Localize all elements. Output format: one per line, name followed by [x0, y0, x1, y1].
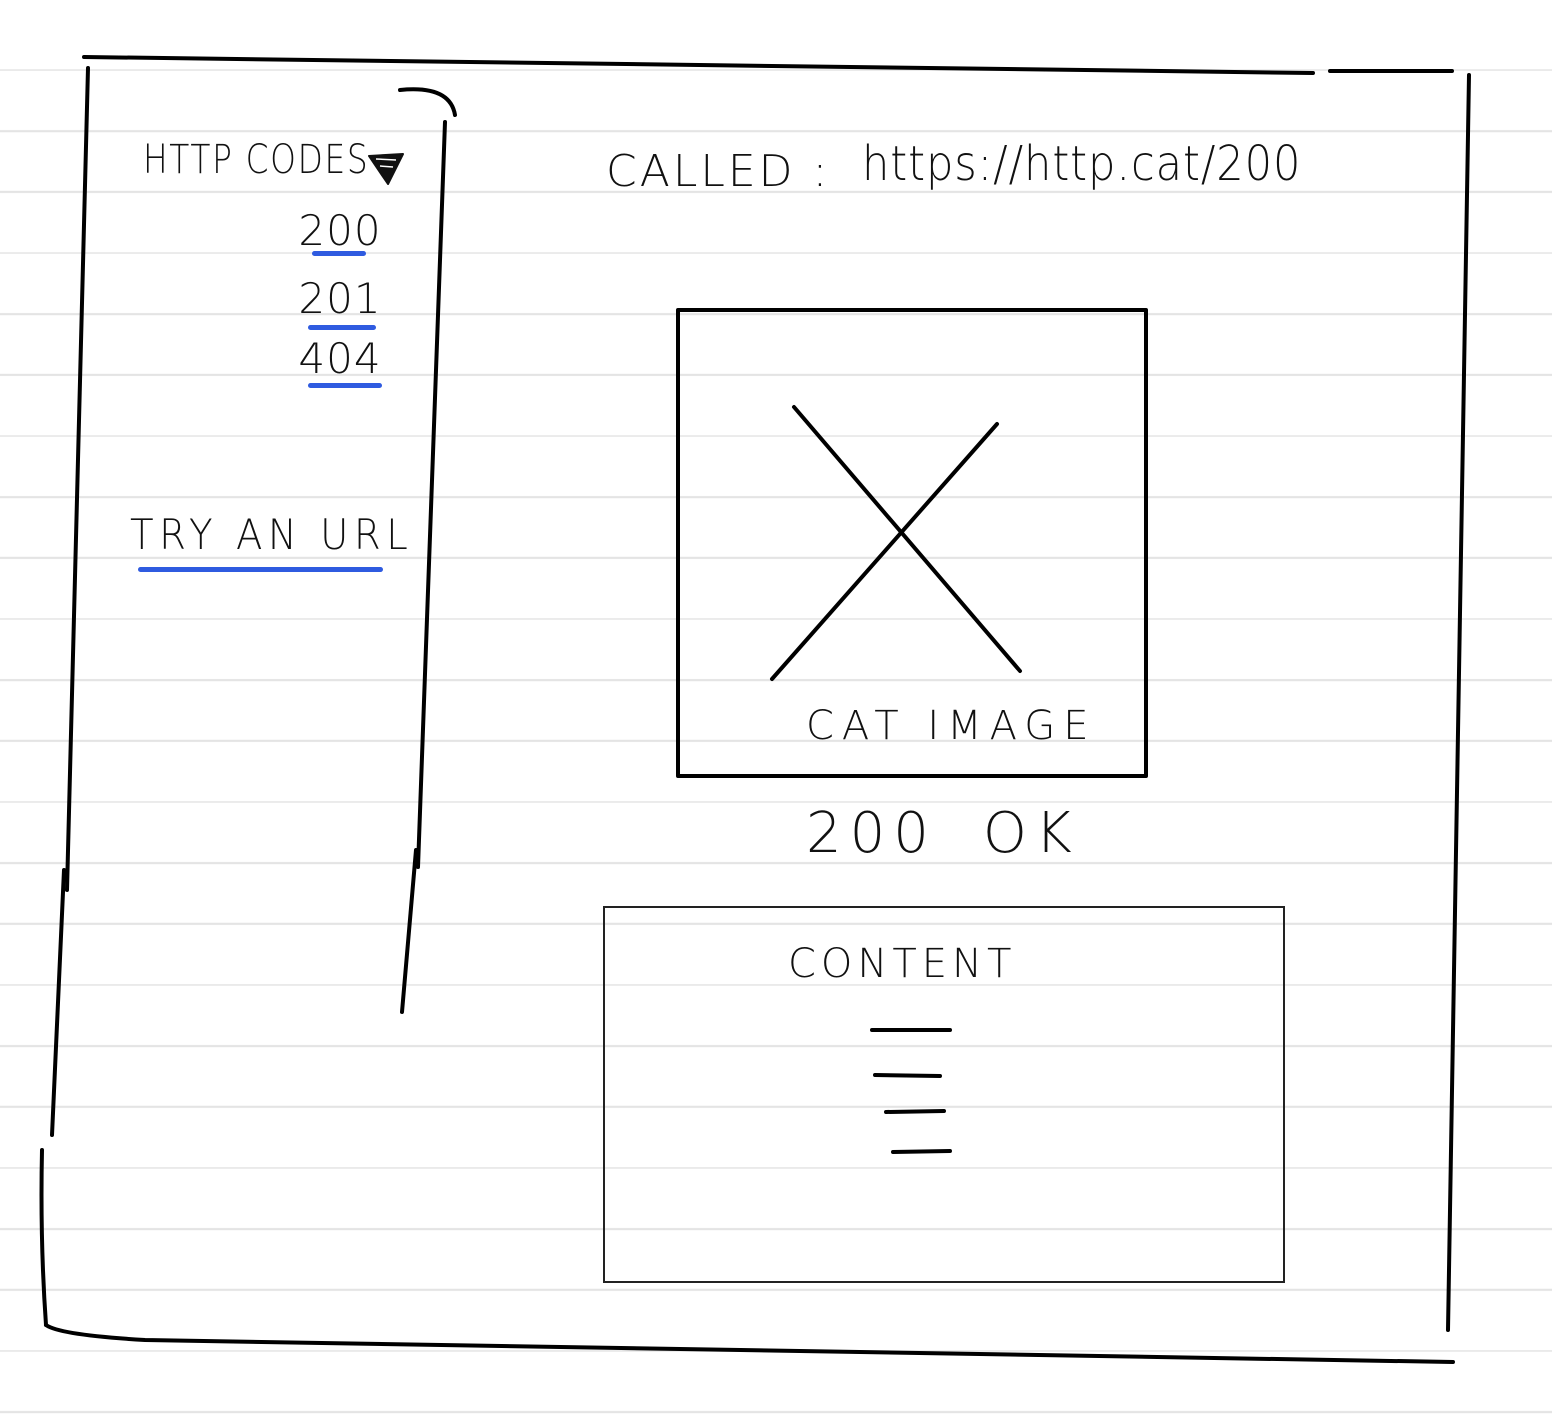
code-link-404-underline: [308, 383, 382, 388]
code-link-200-underline: [312, 251, 366, 256]
code-link-200[interactable]: 200: [298, 206, 382, 255]
try-an-url-underline: [138, 567, 383, 572]
status-line: 200 OK: [806, 806, 1080, 862]
try-an-url-link[interactable]: TRY AN URL: [130, 510, 414, 559]
http-codes-menu-title[interactable]: HTTP CODES: [143, 137, 370, 183]
triangle-down-icon[interactable]: [366, 150, 406, 188]
called-url: https://http.cat/200: [862, 136, 1302, 192]
outer-frame-left-lower: [39, 1148, 48, 1327]
called-label: CALLED :: [606, 146, 831, 197]
sidebar-divider-upper: [416, 120, 447, 869]
content-panel: [603, 906, 1285, 1283]
sidebar-divider-lower: [400, 848, 418, 1014]
code-link-201[interactable]: 201: [298, 274, 382, 323]
outer-frame-right: [1446, 73, 1471, 1332]
content-line: [891, 1149, 952, 1154]
status-text: OK: [982, 801, 1080, 866]
outer-frame-bottom: [44, 1323, 1455, 1364]
image-frame: [676, 308, 1148, 778]
outer-frame-top: [82, 55, 1315, 75]
content-line: [873, 1073, 942, 1078]
content-line: [884, 1109, 946, 1114]
sidebar-divider-hook: [398, 87, 457, 117]
cat-image-caption: CAT IMAGE: [806, 703, 1097, 749]
status-code: 200: [806, 801, 937, 866]
code-link-404[interactable]: 404: [298, 334, 382, 383]
image-placeholder-x-icon: [770, 405, 1022, 681]
outer-frame-left-upper: [65, 66, 90, 892]
outer-frame-left-mid: [50, 868, 66, 1137]
code-link-201-underline: [308, 325, 376, 330]
content-title: CONTENT: [788, 941, 1017, 987]
